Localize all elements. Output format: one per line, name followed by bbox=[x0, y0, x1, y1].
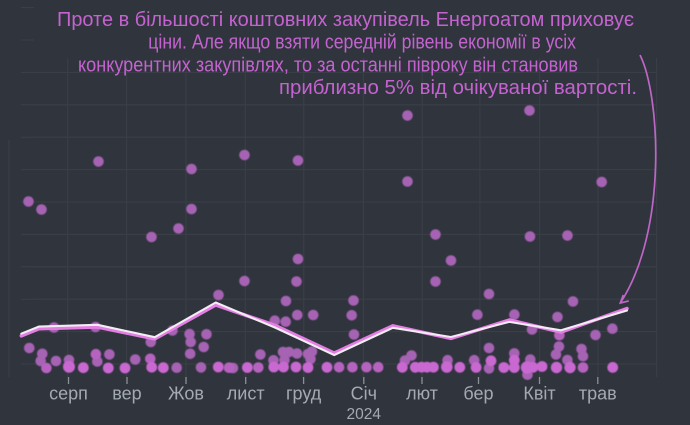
svg-text:ціни. Але якщо взяти середній: ціни. Але якщо взяти середній рівень еко… bbox=[148, 31, 576, 54]
svg-text:бер: бер bbox=[463, 384, 493, 404]
svg-text:Жов: Жов bbox=[168, 384, 204, 404]
svg-text:Проте в більшості коштовних за: Проте в більшості коштовних закупівель Е… bbox=[57, 8, 634, 31]
svg-text:вер: вер bbox=[112, 384, 141, 404]
svg-text:2024: 2024 bbox=[347, 406, 382, 423]
svg-text:Січ: Січ bbox=[351, 384, 377, 404]
svg-text:приблизно 5% від очікуваної ва: приблизно 5% від очікуваної вартості. bbox=[279, 76, 637, 99]
svg-text:груд: груд bbox=[286, 384, 322, 404]
svg-text:лют: лют bbox=[406, 384, 438, 404]
svg-text:серп: серп bbox=[49, 384, 88, 404]
svg-text:лист: лист bbox=[227, 384, 265, 404]
svg-text:трав: трав bbox=[579, 384, 617, 404]
svg-text:Квіт: Квіт bbox=[523, 384, 555, 404]
svg-text:конкурентних закупівлях, то за: конкурентних закупівлях, то за останні п… bbox=[78, 54, 578, 77]
